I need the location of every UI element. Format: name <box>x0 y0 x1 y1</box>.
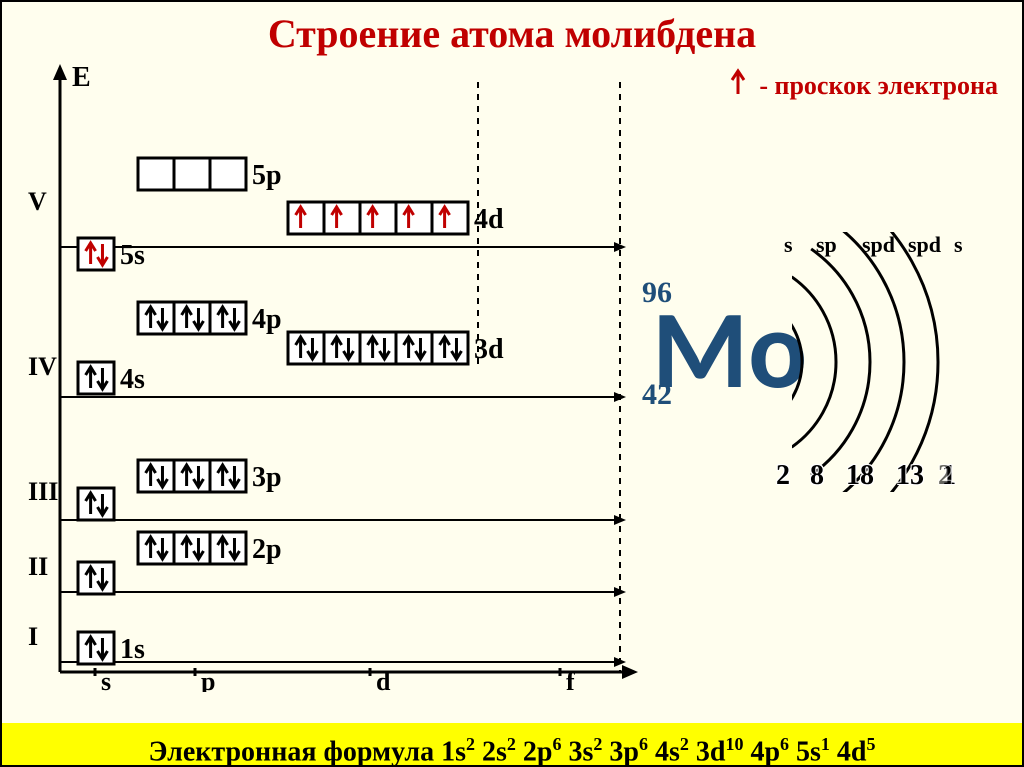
svg-text:II: II <box>28 552 48 581</box>
svg-text:V: V <box>28 187 47 216</box>
page-title: Строение атома молибдена <box>2 10 1022 57</box>
shell-diagram: sspspdspds28181312 <box>792 232 1012 492</box>
svg-text:IV: IV <box>28 352 57 381</box>
slide: Строение атома молибдена - проскок элект… <box>0 0 1024 767</box>
svg-text:4d: 4d <box>474 204 504 235</box>
element-symbol: Mo <box>652 282 807 417</box>
svg-text:4s: 4s <box>120 364 145 395</box>
shell-count-label: 13 <box>896 460 924 492</box>
shell-type-label: spd <box>908 232 941 258</box>
shell-type-label: s <box>784 232 793 258</box>
svg-text:d: d <box>376 667 391 692</box>
shell-type-label: sp <box>816 232 837 258</box>
legend-text: - проскок электрона <box>753 71 998 100</box>
atomic-number: 42 <box>642 378 672 412</box>
svg-text:2p: 2p <box>252 534 282 565</box>
shell-type-label: spd <box>862 232 895 258</box>
svg-text:f: f <box>566 667 575 692</box>
svg-text:1s: 1s <box>120 634 145 665</box>
shell-type-label: s <box>954 232 963 258</box>
svg-text:s: s <box>101 667 111 692</box>
legend: - проскок электрона <box>729 68 998 103</box>
svg-text:III: III <box>28 477 58 506</box>
up-arrow-icon <box>729 68 747 103</box>
element-block: 96 Mo 42 <box>602 262 802 442</box>
svg-text:3d: 3d <box>474 334 504 365</box>
shell-count-label: 8 <box>810 460 824 492</box>
diagram-svg: EspdfIIIIIIIVV1s2p3p4s3d4p5s4d5p <box>20 62 640 692</box>
shell-arcs <box>792 232 1012 492</box>
svg-text:5p: 5p <box>252 160 282 191</box>
shell-count-label: 18 <box>846 460 874 492</box>
svg-text:E: E <box>72 62 91 93</box>
svg-text:5s: 5s <box>120 240 145 271</box>
svg-text:3p: 3p <box>252 462 282 493</box>
energy-diagram: EspdfIIIIIIIVV1s2p3p4s3d4p5s4d5p <box>20 62 640 692</box>
shell-count-label: 2 <box>776 460 790 492</box>
svg-text:4p: 4p <box>252 304 282 335</box>
electron-formula: Электронная формула 1s2 2s2 2p6 3s2 3p6 … <box>2 723 1022 765</box>
svg-text:I: I <box>28 622 38 651</box>
svg-text:p: p <box>201 667 215 692</box>
